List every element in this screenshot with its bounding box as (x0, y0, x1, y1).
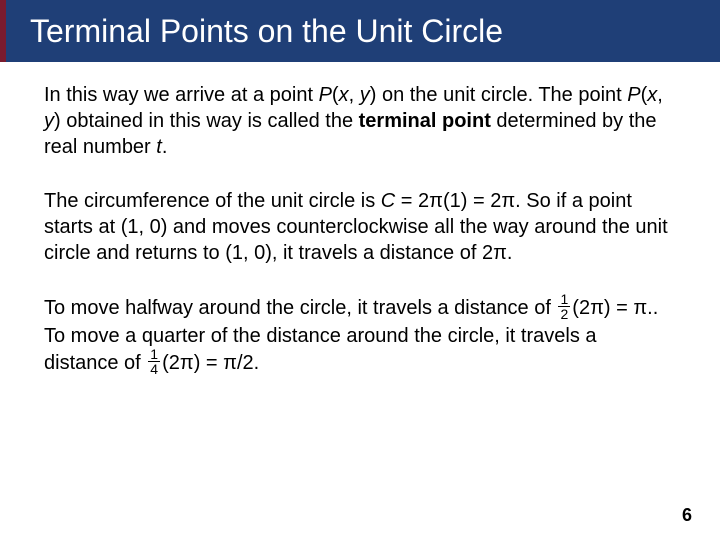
var-x: x (647, 84, 657, 106)
var-y: y (360, 84, 370, 106)
pi-symbol: π (501, 190, 515, 212)
paragraph-3: To move halfway around the circle, it tr… (44, 294, 676, 378)
pi-symbol: π (590, 297, 604, 319)
text: = 2 (395, 190, 429, 212)
denominator: 2 (558, 307, 570, 321)
content-area: In this way we arrive at a point P(x, y)… (0, 62, 720, 378)
text: To move halfway around the circle, it tr… (44, 297, 556, 319)
pi-symbol: π (180, 352, 194, 374)
page-number: 6 (682, 505, 692, 526)
text: , (349, 84, 360, 106)
numerator: 1 (148, 347, 160, 362)
text: . (162, 136, 168, 158)
text: The circumference of the unit circle is (44, 190, 381, 212)
text: ) = (194, 352, 223, 374)
text: ( (332, 84, 339, 106)
numerator: 1 (558, 292, 570, 307)
pi-symbol: π (493, 242, 507, 264)
text: ) = (604, 297, 633, 319)
fraction-quarter: 14 (148, 347, 160, 376)
var-C: C (381, 190, 395, 212)
var-P: P (319, 84, 332, 106)
text: (2 (162, 352, 180, 374)
pi-symbol: π (429, 190, 443, 212)
text: obtained in this way is called the (61, 110, 359, 132)
var-y: y (44, 110, 54, 132)
var-x: x (339, 84, 349, 106)
text: , (657, 84, 663, 106)
slide-title: Terminal Points on the Unit Circle (30, 13, 503, 50)
text: . (507, 242, 513, 264)
fraction-half: 12 (558, 292, 570, 321)
bold-terminal-point: terminal point (359, 110, 491, 132)
text: (1) = 2 (443, 190, 501, 212)
pi-symbol: π (633, 297, 647, 319)
text: (2 (572, 297, 590, 319)
title-bar: Terminal Points on the Unit Circle (0, 0, 720, 62)
text: ) (54, 110, 61, 132)
text: /2. (237, 352, 259, 374)
text: In this way we arrive at a point (44, 84, 319, 106)
paragraph-2: The circumference of the unit circle is … (44, 188, 676, 266)
text: on the unit circle. The point (376, 84, 627, 106)
paragraph-1: In this way we arrive at a point P(x, y)… (44, 82, 676, 160)
pi-symbol: π (223, 352, 237, 374)
var-P: P (627, 84, 640, 106)
denominator: 4 (148, 362, 160, 376)
